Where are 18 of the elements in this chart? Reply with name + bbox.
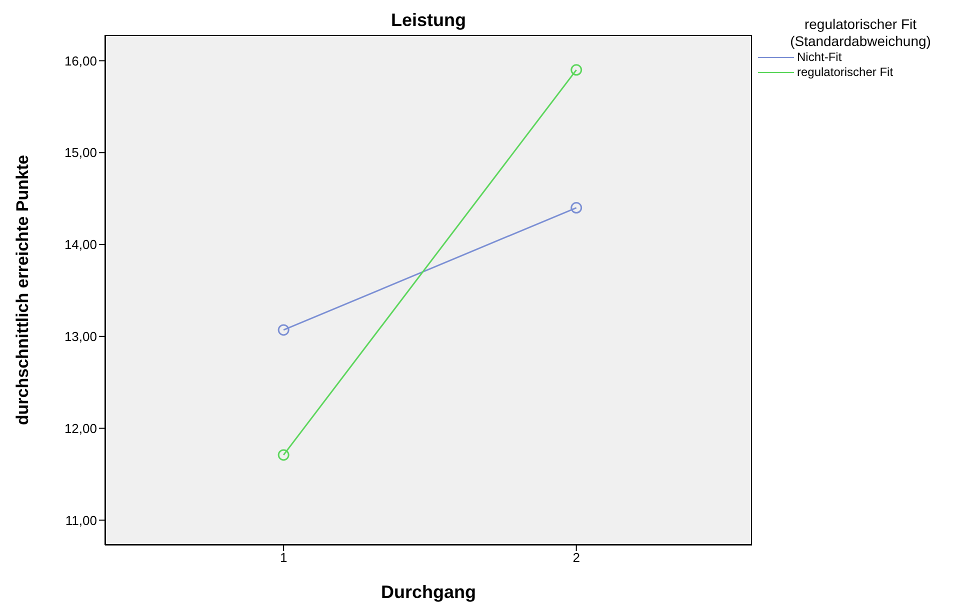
point: [278, 324, 290, 336]
x-tick-label: 1: [280, 550, 288, 566]
legend-title: regulatorischer Fit (Standardabweichung): [789, 16, 932, 50]
chart-title: Leistung: [390, 10, 467, 31]
y-tick-label: 12,00: [64, 420, 97, 436]
y-axis-title: durchschnittlich erreichte Punkte: [13, 154, 32, 426]
legend-label: Nicht-Fit: [797, 50, 842, 65]
y-tick-label: 11,00: [65, 512, 97, 528]
point: [278, 449, 290, 461]
legend-label: regulatorischer Fit: [797, 65, 894, 80]
y-tick-label: 16,00: [64, 53, 97, 68]
y-tick-label: 13,00: [64, 329, 97, 344]
y-tick-label: 14,00: [64, 237, 97, 252]
point: [570, 202, 582, 214]
y-tick-label: 15,00: [64, 145, 97, 160]
x-axis-title: Durchgang: [380, 582, 476, 602]
x-tick-label: 2: [572, 550, 580, 566]
point: [570, 64, 582, 76]
